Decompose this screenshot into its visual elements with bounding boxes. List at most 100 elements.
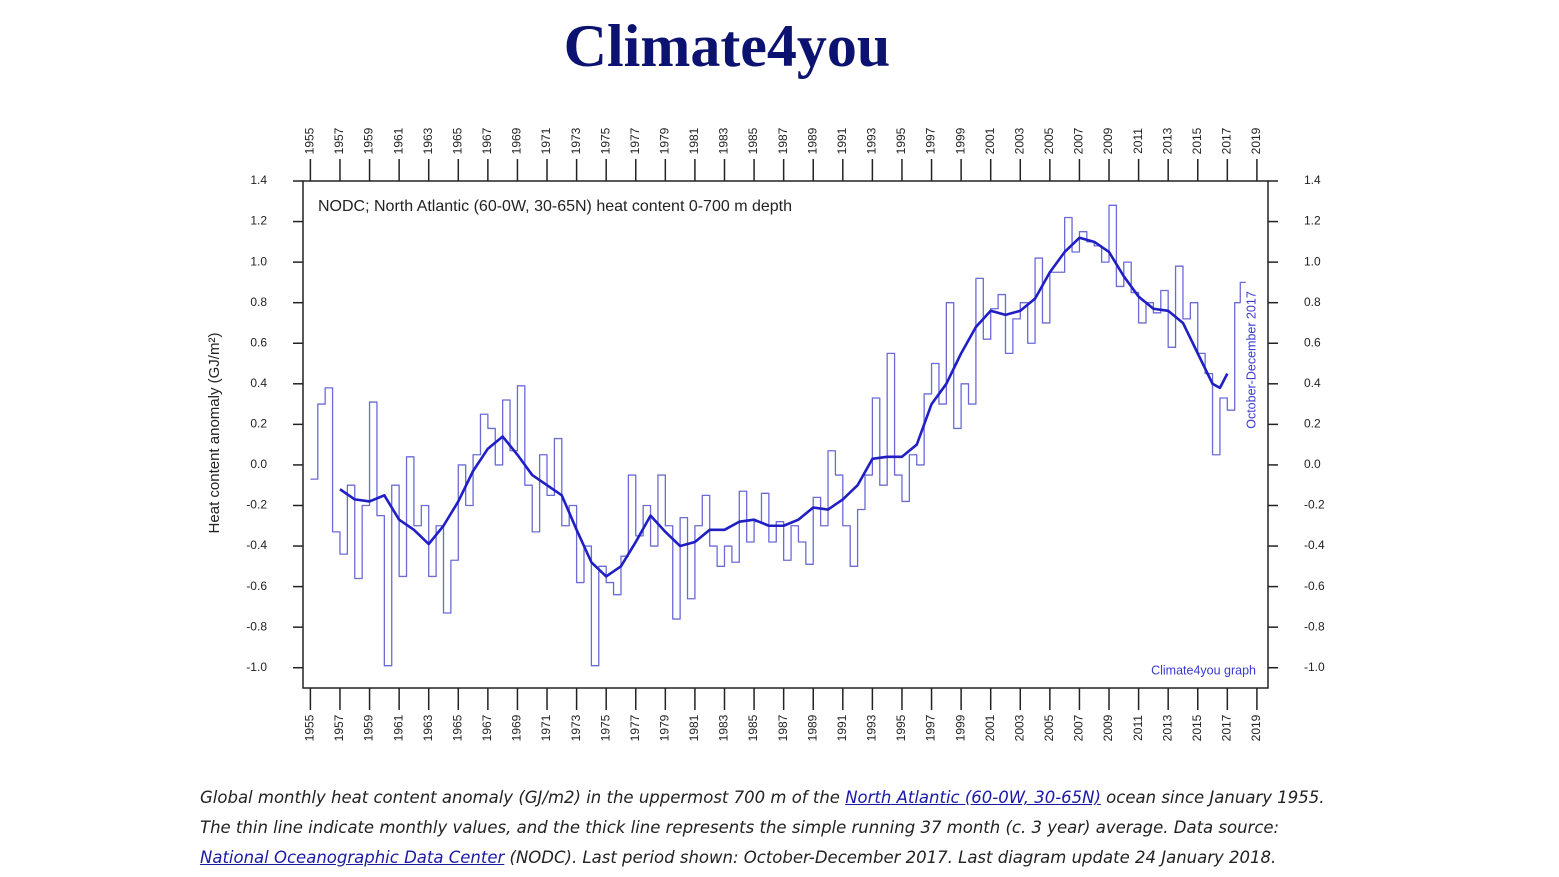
link[interactable]: North Atlantic (60-0W, 30-65N): [845, 788, 1101, 807]
y-tick-label: -0.8: [246, 619, 267, 633]
credit: Climate4you graph: [1151, 663, 1256, 677]
x-tick-label: 1967: [480, 714, 494, 741]
x-tick-label: 2015: [1190, 714, 1204, 741]
x-tick-label: 1973: [569, 714, 583, 741]
x-tick-label: 2011: [1131, 715, 1145, 741]
x-tick-label: 1973: [569, 127, 583, 154]
x-tick-label: 1997: [924, 127, 938, 154]
caption-line: Global monthly heat content anomaly (GJ/…: [200, 783, 1324, 813]
x-tick-label: 1961: [391, 127, 405, 154]
y-tick-label: -0.4: [246, 538, 267, 552]
x-tick-label: 2019: [1249, 714, 1263, 741]
x-tick-label: 2015: [1190, 127, 1204, 154]
x-tick-label: 2013: [1160, 127, 1174, 154]
x-tick-label: 1975: [598, 127, 612, 154]
x-tick-label: 2001: [983, 127, 997, 154]
y-tick-label: 0.8: [250, 295, 267, 309]
x-tick-label: 1971: [539, 714, 553, 741]
x-tick-label: 1999: [953, 714, 967, 741]
y-axis-label: Heat content anomaly (GJ/m²): [206, 333, 223, 534]
x-tick-label: 1989: [805, 127, 819, 154]
y-tick-label: 0.8: [1304, 295, 1321, 309]
x-tick-label: 2007: [1072, 127, 1086, 154]
x-tick-label: 1997: [924, 714, 938, 741]
x-tick-label: 1993: [865, 127, 879, 154]
x-tick-label: 1971: [539, 127, 553, 154]
x-tick-label: 1969: [510, 127, 524, 154]
x-tick-label: 1967: [480, 127, 494, 154]
y-tick-label: 1.2: [250, 214, 267, 228]
x-tick-label: 1995: [894, 127, 908, 154]
y-tick-label: 1.4: [250, 173, 267, 187]
period-label: October-December 2017: [1244, 291, 1258, 429]
chart-title: Climate4you: [564, 13, 891, 79]
y-tick-label: 0.6: [250, 335, 267, 349]
x-tick-label: 1987: [776, 127, 790, 154]
x-tick-label: 2013: [1160, 714, 1174, 741]
x-tick-label: 1991: [835, 714, 849, 741]
y-tick-label: 0.0: [1304, 457, 1321, 471]
link[interactable]: National Oceanographic Data Center: [200, 848, 505, 867]
x-tick-label: 2003: [1012, 127, 1026, 154]
y-tick-label: 1.2: [1304, 214, 1321, 228]
x-tick-label: 1981: [687, 714, 701, 741]
x-tick-label: 1959: [362, 714, 376, 741]
x-tick-label: 1963: [421, 714, 435, 741]
x-tick-label: 1979: [658, 127, 672, 154]
y-tick-label: -0.6: [246, 579, 267, 593]
caption-line: National Oceanographic Data Center (NODC…: [200, 843, 1324, 873]
caption-text: ocean since January 1955.: [1100, 788, 1325, 807]
x-tick-label: 2007: [1072, 714, 1086, 741]
annotation: NODC; North Atlantic (60-0W, 30-65N) hea…: [318, 198, 792, 215]
x-tick-label: 1977: [628, 127, 642, 154]
x-tick-label: 1963: [421, 127, 435, 154]
x-tick-label: 1987: [776, 714, 790, 741]
x-tick-label: 2019: [1249, 127, 1263, 154]
y-tick-label: -1.0: [246, 660, 267, 674]
x-tick-label: 2017: [1220, 127, 1234, 154]
x-tick-label: 2001: [983, 714, 997, 741]
x-tick-label: 1957: [332, 714, 346, 741]
y-tick-label: 1.0: [250, 254, 267, 268]
caption-text: The thin line indicate monthly values, a…: [200, 818, 1280, 837]
y-tick-label: 0.2: [1304, 417, 1321, 431]
x-tick-label: 1957: [332, 127, 346, 154]
y-tick-label: 1.4: [1304, 173, 1321, 187]
x-tick-label: 1991: [835, 127, 849, 154]
y-tick-label: 0.4: [1304, 376, 1321, 390]
x-tick-label: 2003: [1012, 714, 1026, 741]
y-tick-label: -1.0: [1304, 660, 1325, 674]
x-tick-label: 1979: [658, 714, 672, 741]
y-tick-label: 0.0: [250, 457, 267, 471]
y-tick-label: 0.6: [1304, 335, 1321, 349]
caption-text: (NODC). Last period shown: October-Decem…: [504, 848, 1277, 867]
thick-line: [339, 236, 1229, 578]
x-tick-label: 1985: [746, 714, 760, 741]
y-tick-label: -0.2: [1304, 498, 1325, 512]
caption-line: The thin line indicate monthly values, a…: [200, 813, 1324, 843]
y-tick-label: 0.4: [250, 376, 267, 390]
x-tick-label: 1977: [628, 714, 642, 741]
x-tick-label: 1995: [894, 714, 908, 741]
x-tick-label: 1969: [510, 714, 524, 741]
y-tick-label: -0.2: [246, 498, 267, 512]
y-tick-label: -0.4: [1304, 538, 1325, 552]
x-tick-label: 2005: [1042, 714, 1056, 741]
x-tick-label: 2009: [1101, 127, 1115, 154]
x-tick-label: 1959: [362, 127, 376, 154]
x-tick-label: 1975: [598, 714, 612, 741]
caption: Global monthly heat content anomaly (GJ/…: [200, 783, 1324, 873]
caption-text: Global monthly heat content anomaly (GJ/…: [200, 788, 846, 807]
x-tick-label: 2017: [1220, 714, 1234, 741]
x-tick-label: 1985: [746, 127, 760, 154]
x-tick-label: 1993: [865, 714, 879, 741]
y-tick-label: 1.0: [1304, 254, 1321, 268]
y-tick-label: 0.2: [250, 417, 267, 431]
x-tick-label: 2011: [1131, 128, 1145, 154]
x-tick-label: 1989: [805, 714, 819, 741]
x-tick-label: 1965: [450, 714, 464, 741]
y-tick-label: -0.8: [1304, 619, 1325, 633]
x-tick-label: 1983: [717, 127, 731, 154]
